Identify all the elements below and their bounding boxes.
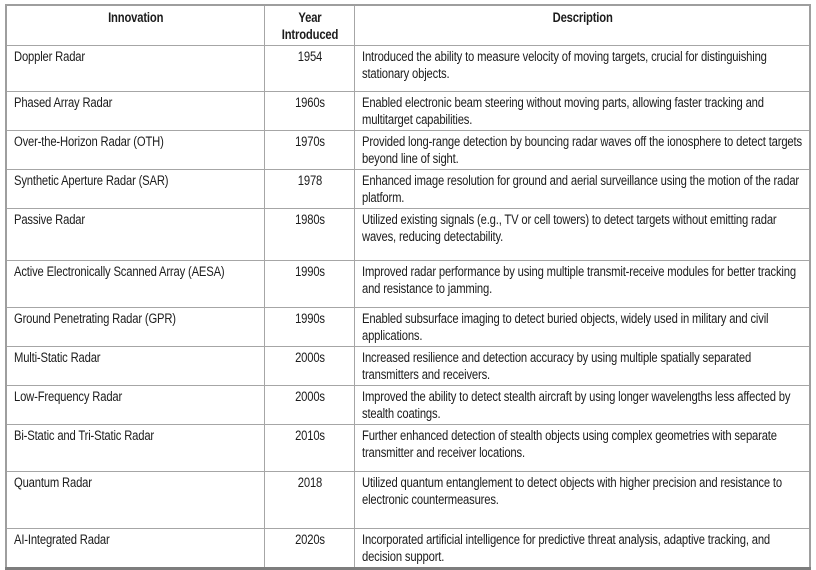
cell-innovation: Over-the-Horizon Radar (OTH) (5, 130, 265, 170)
cell-innovation: Multi-Static Radar (5, 346, 265, 386)
cell-description: Utilized existing signals (e.g., TV or c… (353, 208, 811, 261)
cell-description: Provided long-range detection by bouncin… (353, 130, 811, 170)
table-row-synthetic-aperture-radar: Synthetic Aperture Radar (SAR) 1978 Enha… (5, 169, 811, 209)
col-header-description: Description (353, 4, 811, 46)
cell-innovation: Passive Radar (5, 208, 265, 261)
table-row-bi-static-tri-static-radar: Bi-Static and Tri-Static Radar 2010s Fur… (5, 424, 811, 472)
col-header-year-introduced: Year Introduced (263, 4, 355, 46)
radar-innovations-table: Innovation Year Introduced Description D… (5, 4, 811, 570)
cell-description: Enabled subsurface imaging to detect bur… (353, 307, 811, 347)
cell-description: Enhanced image resolution for ground and… (353, 169, 811, 209)
cell-year: 2010s (263, 424, 355, 472)
table-row-over-the-horizon-radar: Over-the-Horizon Radar (OTH) 1970s Provi… (5, 130, 811, 170)
cell-description: Further enhanced detection of stealth ob… (353, 424, 811, 472)
header-row: Innovation Year Introduced Description (5, 4, 811, 46)
cell-description: Improved the ability to detect stealth a… (353, 385, 811, 425)
cell-innovation: AI-Integrated Radar (5, 528, 265, 569)
cell-year: 2000s (263, 385, 355, 425)
table-row-ground-penetrating-radar: Ground Penetrating Radar (GPR) 1990s Ena… (5, 307, 811, 347)
cell-innovation: Ground Penetrating Radar (GPR) (5, 307, 265, 347)
table-row-phased-array-radar: Phased Array Radar 1960s Enabled electro… (5, 91, 811, 131)
table-row-multi-static-radar: Multi-Static Radar 2000s Increased resil… (5, 346, 811, 386)
cell-description: Incorporated artificial intelligence for… (353, 528, 811, 569)
table-row-ai-integrated-radar: AI-Integrated Radar 2020s Incorporated a… (5, 528, 811, 569)
cell-innovation: Synthetic Aperture Radar (SAR) (5, 169, 265, 209)
cell-innovation: Low-Frequency Radar (5, 385, 265, 425)
cell-year: 2000s (263, 346, 355, 386)
cell-year: 1970s (263, 130, 355, 170)
table-row-aesa: Active Electronically Scanned Array (AES… (5, 260, 811, 308)
cell-year: 1960s (263, 91, 355, 131)
cell-description: Increased resilience and detection accur… (353, 346, 811, 386)
cell-description: Introduced the ability to measure veloci… (353, 45, 811, 92)
cell-year: 1978 (263, 169, 355, 209)
col-header-innovation: Innovation (5, 4, 265, 46)
radar-innovations-table-wrap: Innovation Year Introduced Description D… (5, 4, 811, 570)
cell-year: 2020s (263, 528, 355, 569)
table-row-passive-radar: Passive Radar 1980s Utilized existing si… (5, 208, 811, 261)
cell-year: 2018 (263, 471, 355, 529)
cell-year: 1990s (263, 307, 355, 347)
cell-innovation: Quantum Radar (5, 471, 265, 529)
table-row-quantum-radar: Quantum Radar 2018 Utilized quantum enta… (5, 471, 811, 529)
cell-description: Enabled electronic beam steering without… (353, 91, 811, 131)
cell-innovation: Phased Array Radar (5, 91, 265, 131)
cell-year: 1990s (263, 260, 355, 308)
table-row-low-frequency-radar: Low-Frequency Radar 2000s Improved the a… (5, 385, 811, 425)
cell-year: 1980s (263, 208, 355, 261)
cell-innovation: Bi-Static and Tri-Static Radar (5, 424, 265, 472)
cell-description: Improved radar performance by using mult… (353, 260, 811, 308)
cell-year: 1954 (263, 45, 355, 92)
table-row-doppler-radar: Doppler Radar 1954 Introduced the abilit… (5, 45, 811, 92)
cell-innovation: Active Electronically Scanned Array (AES… (5, 260, 265, 308)
cell-description: Utilized quantum entanglement to detect … (353, 471, 811, 529)
cell-innovation: Doppler Radar (5, 45, 265, 92)
